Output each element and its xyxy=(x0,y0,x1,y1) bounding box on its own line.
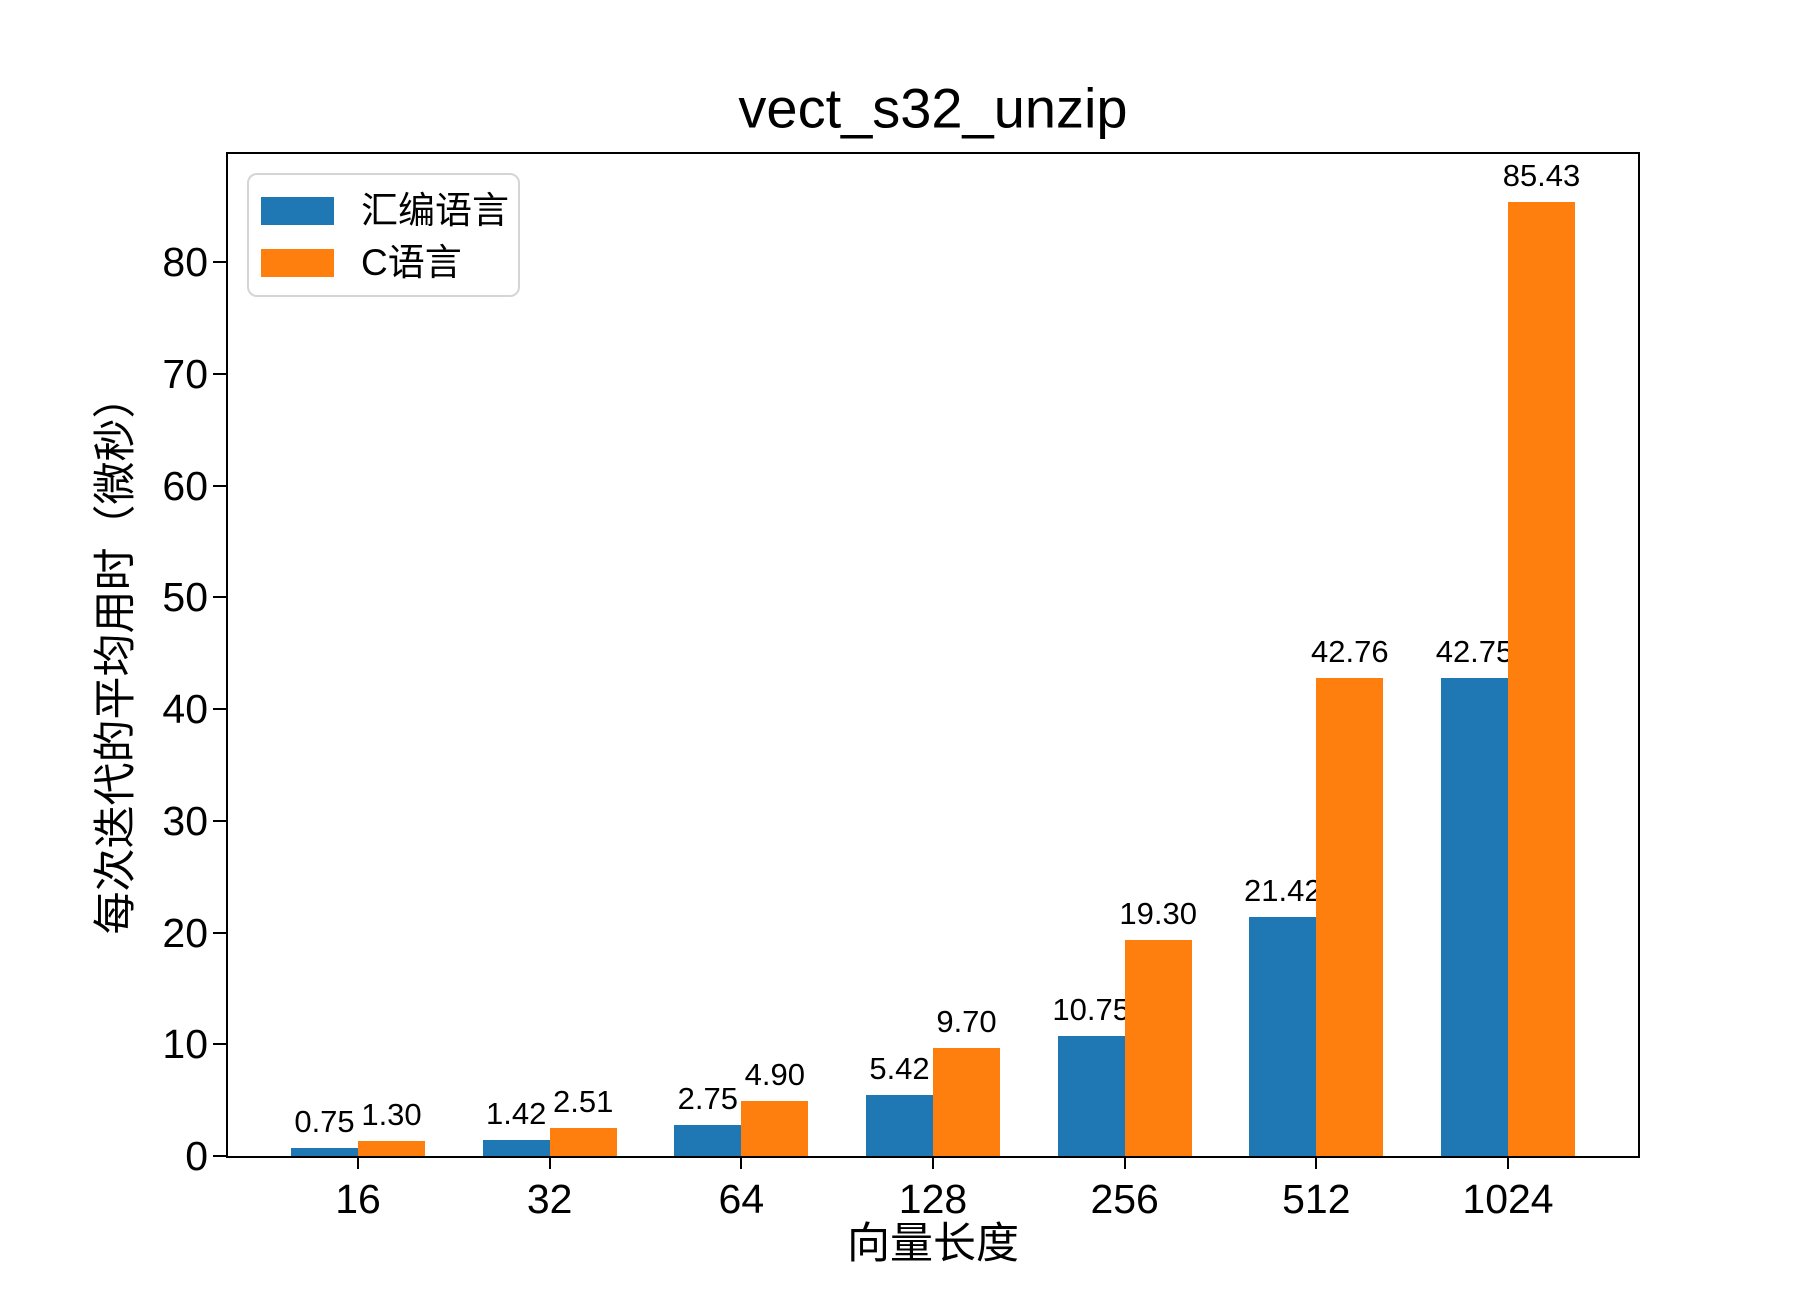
y-tick-label-10: 10 xyxy=(162,1021,208,1068)
y-tick-mark-10 xyxy=(213,1043,226,1046)
chart-title: vect_s32_unzip xyxy=(738,76,1128,140)
bar-C语言-256 xyxy=(1124,940,1192,1156)
value-label-C语言-128: 9.70 xyxy=(936,1003,997,1039)
value-label-汇编语言-256: 10.75 xyxy=(1052,991,1130,1027)
y-tick-mark-80 xyxy=(213,261,226,264)
bar-C语言-1024 xyxy=(1508,201,1575,1156)
legend-label-c: C语言 xyxy=(361,242,462,283)
legend-item-series-1: 汇编语言 xyxy=(261,190,518,231)
y-tick-mark-50 xyxy=(213,596,226,599)
bar-汇编语言-128 xyxy=(866,1095,933,1156)
value-label-汇编语言-512: 21.42 xyxy=(1244,872,1322,908)
y-tick-mark-30 xyxy=(213,819,226,822)
value-label-C语言-64: 4.90 xyxy=(744,1057,805,1093)
bar-C语言-128 xyxy=(933,1047,1000,1156)
bar-汇编语言-512 xyxy=(1249,916,1317,1156)
x-tick-mark-128 xyxy=(932,1156,934,1169)
bar-C语言-512 xyxy=(1316,678,1384,1156)
legend-swatch-c xyxy=(261,249,334,277)
value-label-汇编语言-32: 1.42 xyxy=(485,1096,547,1132)
bar-汇编语言-64 xyxy=(674,1125,742,1156)
x-tick-label-32: 32 xyxy=(526,1176,573,1222)
x-tick-mark-16 xyxy=(357,1156,359,1169)
x-tick-mark-256 xyxy=(1123,1156,1126,1169)
y-tick-label-50: 50 xyxy=(162,574,208,621)
bar-汇编语言-32 xyxy=(482,1140,550,1156)
x-tick-label-256: 256 xyxy=(1090,1176,1159,1222)
value-label-汇编语言-16: 0.75 xyxy=(294,1103,355,1139)
legend: 汇编语言 C语言 xyxy=(247,173,520,297)
y-tick-label-30: 30 xyxy=(162,797,208,844)
x-tick-mark-32 xyxy=(548,1156,551,1169)
x-tick-label-128: 128 xyxy=(898,1176,968,1222)
y-tick-mark-0 xyxy=(213,1155,226,1157)
y-tick-mark-60 xyxy=(213,484,226,487)
value-label-汇编语言-128: 5.42 xyxy=(869,1051,930,1087)
y-tick-label-80: 80 xyxy=(162,239,208,286)
bar-C语言-32 xyxy=(549,1127,617,1156)
value-label-C语言-256: 19.30 xyxy=(1119,896,1197,932)
x-tick-mark-64 xyxy=(740,1156,743,1169)
legend-item-series-2: C语言 xyxy=(261,242,518,283)
plot-area: 0.75 1.30 16 1.42 2.51 32 2.75 4.90 64 5.42 9.70 12… xyxy=(162,152,1640,1222)
y-tick-label-20: 20 xyxy=(162,909,208,956)
x-tick-label-16: 16 xyxy=(335,1176,381,1222)
bar-C语言-16 xyxy=(358,1141,425,1156)
x-tick-label-64: 64 xyxy=(718,1176,765,1222)
value-label-汇编语言-64: 2.75 xyxy=(677,1081,738,1117)
y-tick-mark-70 xyxy=(213,373,226,376)
legend-label-assembly: 汇编语言 xyxy=(361,190,509,231)
y-tick-mark-20 xyxy=(213,931,226,934)
y-tick-label-0: 0 xyxy=(185,1133,208,1179)
bar-汇编语言-16 xyxy=(291,1147,358,1156)
x-tick-label-512: 512 xyxy=(1282,1176,1351,1222)
bar-汇编语言-256 xyxy=(1057,1035,1125,1156)
x-tick-label-1024: 1024 xyxy=(1462,1176,1554,1222)
value-label-C语言-32: 2.51 xyxy=(552,1083,614,1119)
y-tick-label-60: 60 xyxy=(162,462,208,509)
value-label-C语言-512: 42.76 xyxy=(1311,634,1389,670)
x-tick-mark-1024 xyxy=(1507,1156,1509,1169)
y-tick-label-70: 70 xyxy=(162,351,208,398)
bar-汇编语言-1024 xyxy=(1441,678,1508,1156)
value-label-C语言-1024: 85.43 xyxy=(1502,157,1581,193)
value-label-汇编语言-1024: 42.75 xyxy=(1435,634,1514,670)
x-tick-mark-512 xyxy=(1315,1156,1318,1169)
y-axis-label: 每次迭代的平均用时（微秒） xyxy=(92,375,140,935)
value-label-C语言-16: 1.30 xyxy=(361,1097,422,1133)
y-tick-label-40: 40 xyxy=(162,686,208,733)
bar-C语言-64 xyxy=(741,1101,809,1156)
x-axis-label: 向量长度 xyxy=(847,1220,1019,1268)
legend-swatch-assembly xyxy=(261,197,334,225)
plot-inner: 0.75 1.30 16 1.42 2.51 32 2.75 4.90 64 5.42 9.70 12… xyxy=(162,154,1638,1222)
y-tick-mark-40 xyxy=(213,708,226,711)
